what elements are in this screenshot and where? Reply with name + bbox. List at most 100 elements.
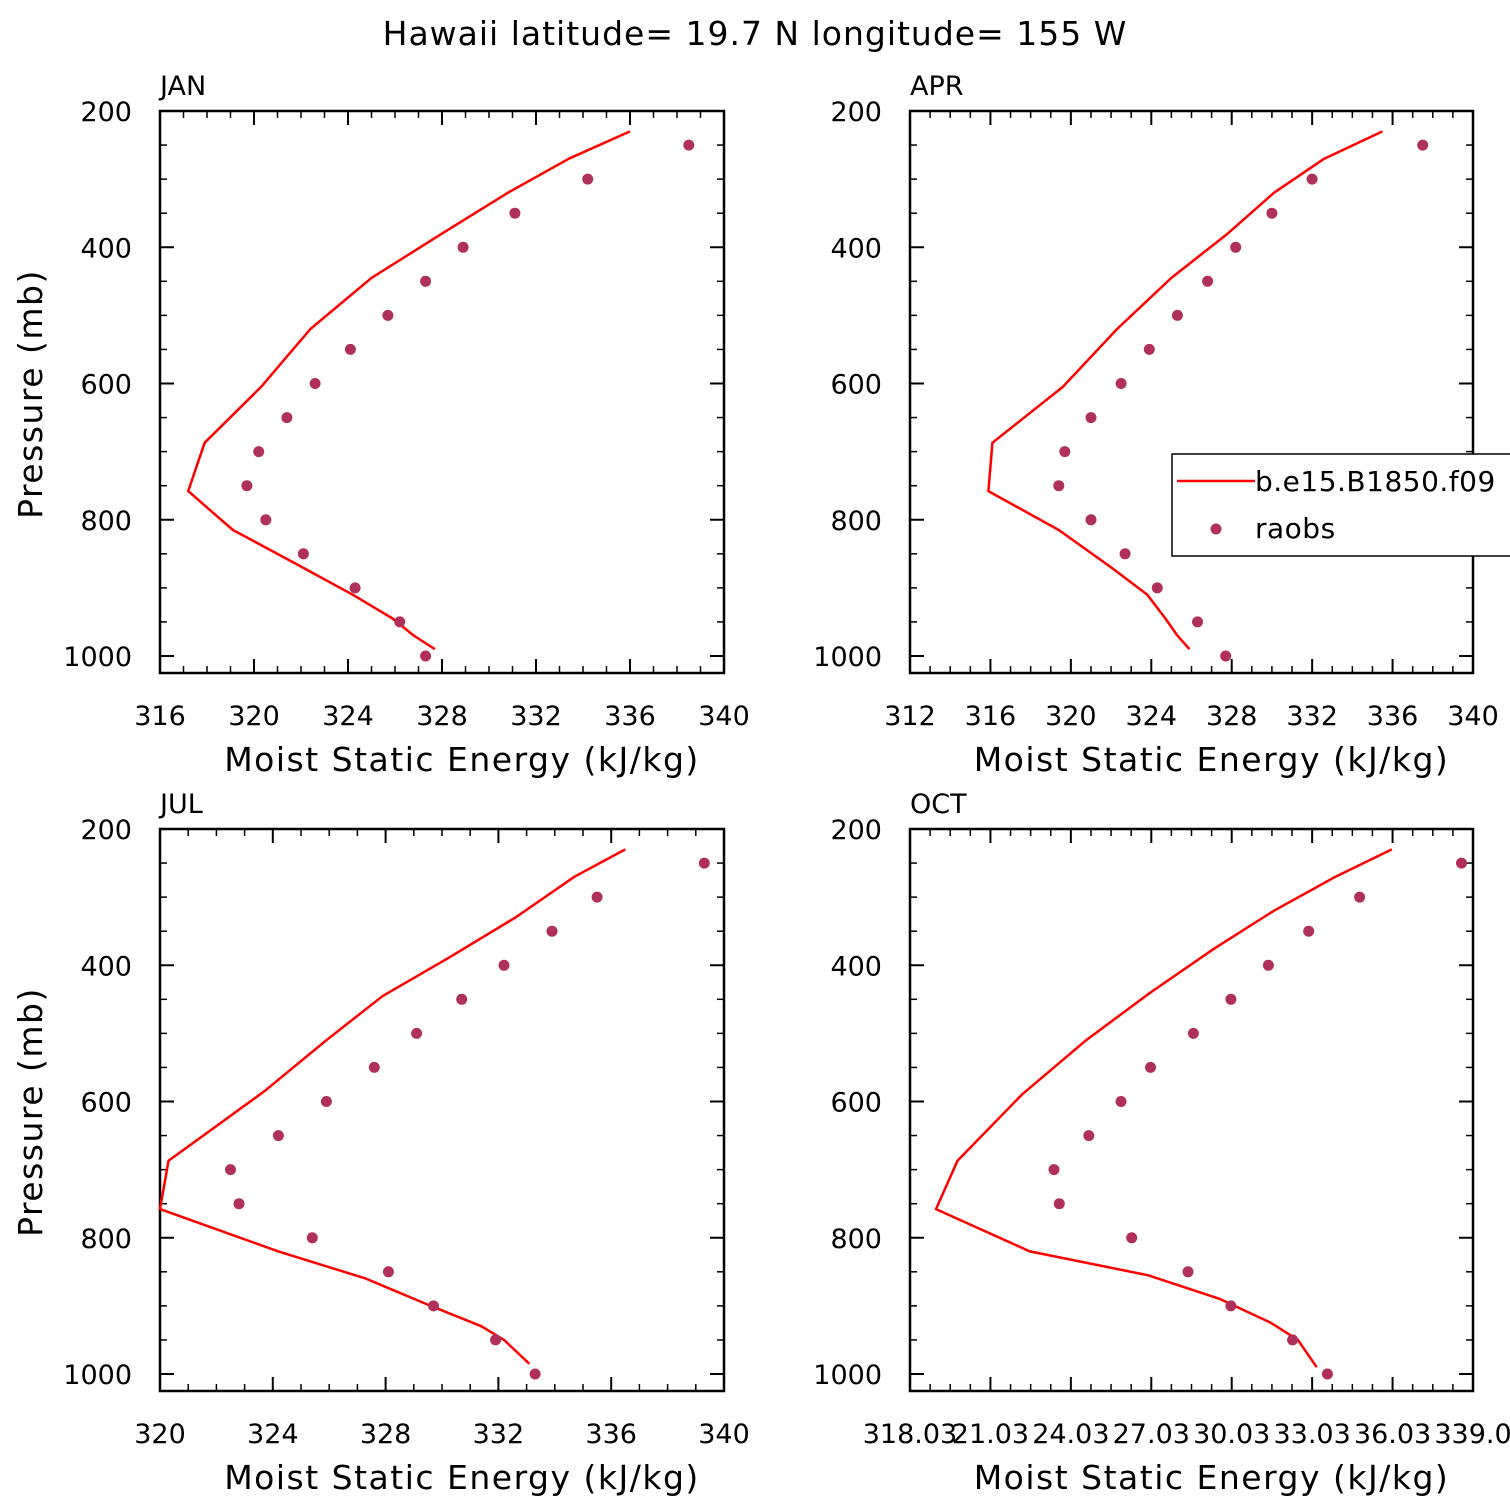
obs-point: [1119, 548, 1131, 560]
model-line: [934, 848, 1393, 1368]
panel-label: JUL: [158, 789, 203, 820]
obs-point: [1266, 207, 1278, 219]
x-tick-label: 30.03: [1193, 1419, 1270, 1450]
obs-point: [1085, 412, 1097, 424]
obs-point: [1151, 582, 1163, 594]
obs-point: [281, 412, 293, 424]
obs-point: [1053, 480, 1065, 492]
obs-point: [297, 548, 309, 560]
obs-point: [1053, 1198, 1065, 1210]
obs-point: [260, 514, 272, 526]
x-tick-label: 324: [247, 1419, 299, 1450]
obs-point: [1287, 1334, 1299, 1346]
obs-point: [1115, 378, 1127, 389]
obs-point: [1048, 1164, 1060, 1176]
panel-jul: 320 324 328 332 336 340 200 400 600 800 1000 JUL Moi…: [11, 789, 750, 1497]
x-tick-label: 318.03: [863, 1419, 957, 1450]
x-tick-label: 332: [510, 701, 562, 732]
obs-point: [306, 1232, 318, 1244]
x-tick-label: 21.03: [952, 1419, 1029, 1450]
legend: b.e15.B1850.f09 raobs: [1171, 453, 1510, 557]
obs-point: [1321, 1368, 1333, 1380]
y-tick-label: 600: [80, 370, 132, 401]
obs-point: [1059, 446, 1071, 458]
obs-point: [1225, 993, 1237, 1005]
y-axis-label: Pressure (mb): [11, 987, 50, 1237]
y-tick-label: 200: [830, 815, 882, 846]
y-tick-label: 200: [80, 97, 132, 128]
y-tick-label: 800: [80, 1224, 132, 1255]
obs-point: [1187, 1027, 1199, 1039]
obs-point: [382, 1266, 394, 1278]
obs-point: [1083, 1130, 1095, 1142]
model-line: [158, 848, 626, 1365]
x-tick-label: 324: [322, 701, 374, 732]
panel-label: APR: [910, 71, 964, 102]
obs-point: [1417, 139, 1429, 151]
x-axis-label: Moist Static Energy (kJ/kg): [224, 1458, 700, 1497]
obs-point: [529, 1368, 541, 1380]
x-tick-label: 328: [416, 701, 468, 732]
obs-point: [320, 1096, 332, 1107]
x-tick-label: 340: [1447, 701, 1499, 732]
y-tick-label: 800: [830, 1224, 882, 1255]
obs-point: [420, 650, 432, 662]
x-axis-label: Moist Static Energy (kJ/kg): [974, 740, 1450, 779]
obs-point: [1220, 650, 1232, 662]
obs-point: [368, 1061, 380, 1073]
obs-point: [457, 241, 469, 253]
x-tick-label: 340: [698, 1419, 750, 1450]
y-tick-label: 1000: [63, 1360, 132, 1391]
obs-point: [1182, 1266, 1194, 1278]
obs-point: [253, 446, 265, 458]
obs-point: [241, 480, 253, 492]
obs-point: [428, 1300, 439, 1312]
x-tick-label: 320: [134, 1419, 186, 1450]
obs-point: [1354, 891, 1366, 903]
obs-point: [1306, 173, 1318, 185]
obs-point: [1225, 1300, 1237, 1312]
x-tick-label: 316: [134, 701, 186, 732]
panel-label: OCT: [910, 789, 967, 820]
x-tick-label: 336: [585, 1419, 637, 1450]
obs-point: [382, 309, 394, 321]
x-tick-label: 36.03: [1354, 1419, 1431, 1450]
obs-point: [1230, 241, 1242, 253]
y-tick-label: 1000: [813, 1360, 882, 1391]
obs-point: [456, 993, 468, 1005]
obs-point: [1456, 857, 1467, 869]
x-tick-label: 328: [1206, 701, 1258, 732]
y-tick-label: 800: [830, 506, 882, 537]
obs-point: [1171, 309, 1183, 321]
panel-apr: 312 316 320 324 328 332 336 340 200 400 600 800 1000…: [813, 71, 1498, 779]
legend-obs-swatch: [1210, 523, 1222, 535]
y-axis-label: Pressure (mb): [11, 269, 50, 519]
y-tick-label: 1000: [63, 642, 132, 673]
y-tick-label: 600: [830, 370, 882, 401]
x-tick-label: 340: [698, 701, 750, 732]
x-tick-label: 320: [1045, 701, 1097, 732]
obs-point: [411, 1027, 423, 1039]
y-tick-label: 600: [830, 1088, 882, 1119]
obs-point: [591, 891, 603, 903]
x-tick-label: 24.03: [1032, 1419, 1109, 1450]
panels: 316 320 324 328 332 336 340 200 400 600 800 1000 JAN…: [11, 71, 1510, 1497]
y-tick-label: 400: [80, 233, 132, 264]
x-tick-label: 27.03: [1113, 1419, 1190, 1450]
panel-label: JAN: [158, 71, 206, 102]
obs-point: [582, 173, 594, 185]
obs-point: [1143, 343, 1155, 355]
x-tick-label: 336: [1367, 701, 1419, 732]
y-tick-label: 400: [80, 951, 132, 982]
x-axis-label: Moist Static Energy (kJ/kg): [224, 740, 700, 779]
obs-point: [1262, 959, 1274, 971]
obs-point: [1085, 514, 1097, 526]
obs-point: [420, 275, 432, 287]
panel-jan: 316 320 324 328 332 336 340 200 400 600 800 1000 JAN…: [11, 71, 750, 779]
x-tick-label: 33.03: [1273, 1419, 1350, 1450]
obs-point: [344, 343, 356, 355]
obs-point: [490, 1334, 502, 1346]
